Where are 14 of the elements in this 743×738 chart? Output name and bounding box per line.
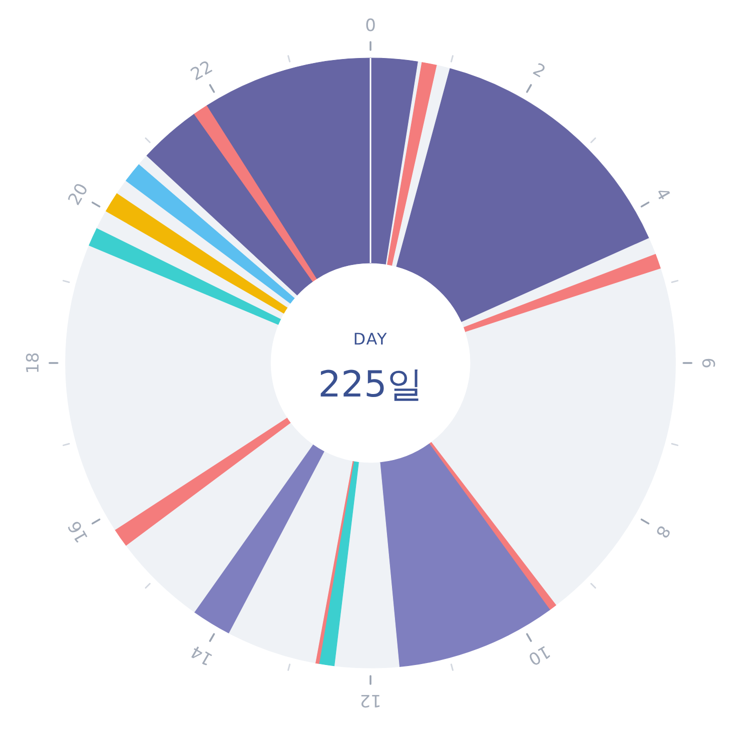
text: 8 xyxy=(650,522,674,542)
text: 14 xyxy=(188,640,216,669)
text: 2 xyxy=(529,60,549,83)
text: 0 xyxy=(365,16,376,36)
text: 20 xyxy=(64,180,93,209)
text: DAY xyxy=(353,330,388,348)
text: 6 xyxy=(698,358,718,368)
text: 16 xyxy=(64,517,93,546)
text: 4 xyxy=(650,184,674,204)
text: 12 xyxy=(360,690,382,710)
text: 22 xyxy=(188,57,216,86)
text: 225일 xyxy=(318,364,423,406)
text: 10 xyxy=(524,640,554,669)
text: 18 xyxy=(24,352,44,374)
